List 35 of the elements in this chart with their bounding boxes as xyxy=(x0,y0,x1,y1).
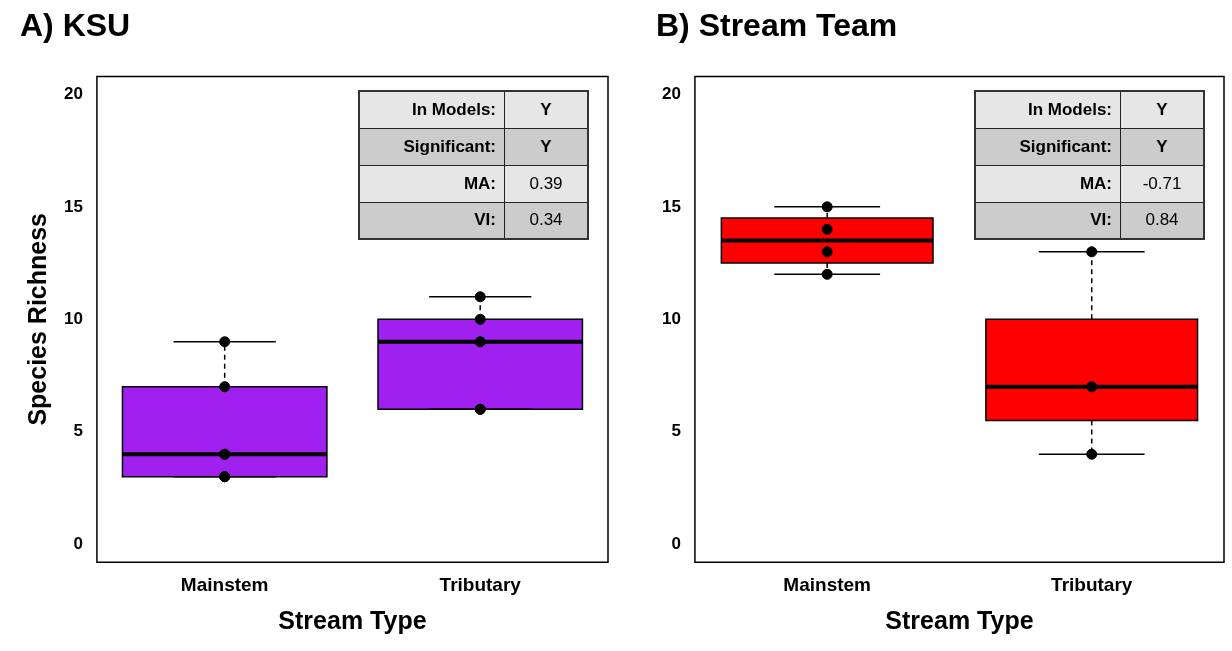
y-tick-label: 15 xyxy=(63,196,83,216)
chart-title: A) KSU xyxy=(20,7,131,44)
y-tick-label: 5 xyxy=(671,421,681,441)
annotation: In Models: xyxy=(975,91,1121,128)
y-axis-title: Species Richness xyxy=(22,212,51,426)
chart-title: B) Stream Team xyxy=(656,7,898,44)
x-axis-title: Stream Type xyxy=(885,605,1034,634)
annotation: Y xyxy=(504,128,588,165)
x-tick-label: Mainstem xyxy=(180,573,269,595)
annotation: MA: xyxy=(975,165,1121,202)
y-tick-label: 0 xyxy=(73,533,83,553)
x-tick-label: Tributary xyxy=(439,573,522,595)
y-tick-label: 20 xyxy=(63,84,83,104)
x-tick-label: Tributary xyxy=(1051,573,1133,595)
y-tick-label: 10 xyxy=(63,308,83,328)
annotation: 0.34 xyxy=(504,202,588,239)
x-tick-label: Mainstem xyxy=(783,573,871,595)
y-tick-label: 5 xyxy=(73,421,83,441)
annotation: VI: xyxy=(359,202,505,239)
annotation: 0.84 xyxy=(1120,202,1204,239)
annotation: VI: xyxy=(975,202,1121,239)
annotation: MA: xyxy=(359,165,505,202)
annotation: -0.71 xyxy=(1120,165,1204,202)
annotation: 0.39 xyxy=(504,165,588,202)
annotation: Y xyxy=(1120,91,1204,128)
annotation: Significant: xyxy=(359,128,505,165)
annotation: Y xyxy=(1120,128,1204,165)
annotation: In Models: xyxy=(359,91,505,128)
y-tick-label: 0 xyxy=(671,533,681,553)
x-axis-title: Stream Type xyxy=(278,605,427,634)
annotation: Y xyxy=(504,91,588,128)
annotation: Significant: xyxy=(975,128,1121,165)
y-tick-label: 15 xyxy=(661,196,681,216)
y-tick-label: 10 xyxy=(661,308,681,328)
y-tick-label: 20 xyxy=(661,84,681,104)
